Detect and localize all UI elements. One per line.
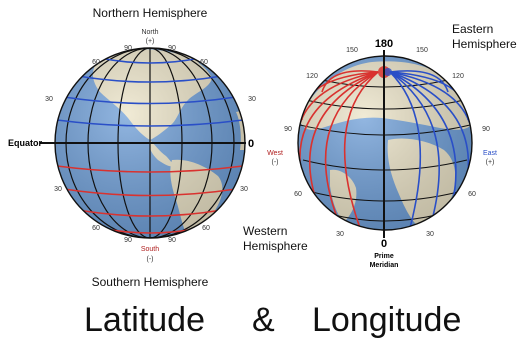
lon-tick-w60: 60 (294, 191, 302, 198)
lat-tick-30n-right: 30 (248, 96, 256, 103)
north-sign: (+) (146, 38, 155, 45)
lon-tick-w90: 90 (284, 126, 292, 133)
lat-tick-90-bottom-left: 90 (124, 237, 132, 244)
lat-tick-60s-left: 60 (92, 225, 100, 232)
eastern-hemisphere-label-2: Hemisphere (452, 37, 517, 51)
southern-hemisphere-label: Southern Hemisphere (92, 275, 209, 289)
lat-tick-90-bottom-right: 90 (168, 237, 176, 244)
eastern-hemisphere-label-1: Eastern (452, 22, 493, 36)
latitude-globe (40, 47, 246, 239)
western-hemisphere-label-1: Western (243, 224, 287, 238)
lat-tick-60-top-left: 60 (92, 59, 100, 66)
title-latitude: Latitude (84, 301, 205, 339)
west-label: West (267, 150, 283, 157)
east-sign: (+) (486, 159, 495, 166)
equator-zero-label: 0 (248, 138, 254, 150)
longitude-globe (297, 50, 473, 238)
prime-meridian-label-1: Prime (374, 253, 394, 260)
south-label: South (141, 246, 159, 253)
lon-180-label: 180 (375, 38, 393, 50)
lat-tick-90-top-left: 90 (124, 45, 132, 52)
lon-tick-e60: 60 (468, 191, 476, 198)
south-sign: (-) (147, 256, 154, 263)
title-ampersand: & (252, 301, 275, 339)
lon-tick-e120: 120 (452, 73, 464, 80)
lat-tick-90-top-right: 90 (168, 45, 176, 52)
lat-tick-60-top-right: 60 (200, 59, 208, 66)
lon-tick-e30: 30 (426, 231, 434, 238)
equator-label: Equator (8, 138, 42, 148)
lat-tick-30n-left: 30 (45, 96, 53, 103)
lon-tick-w120: 120 (306, 73, 318, 80)
east-label: East (483, 150, 497, 157)
longitude-grid (298, 70, 472, 229)
lon-tick-e90: 90 (482, 126, 490, 133)
northern-hemisphere-label: Northern Hemisphere (93, 6, 208, 20)
prime-zero-label: 0 (381, 238, 387, 250)
west-sign: (-) (272, 159, 279, 166)
lat-tick-30s-left: 30 (54, 186, 62, 193)
prime-meridian-label-2: Meridian (370, 262, 399, 269)
lat-tick-30s-right: 30 (240, 186, 248, 193)
lon-tick-w150: 150 (346, 47, 358, 54)
western-hemisphere-label-2: Hemisphere (243, 239, 308, 253)
lon-tick-e150: 150 (416, 47, 428, 54)
title-longitude: Longitude (312, 301, 461, 339)
lat-tick-60s-right: 60 (202, 225, 210, 232)
lon-tick-w30: 30 (336, 231, 344, 238)
north-label: North (141, 29, 158, 36)
